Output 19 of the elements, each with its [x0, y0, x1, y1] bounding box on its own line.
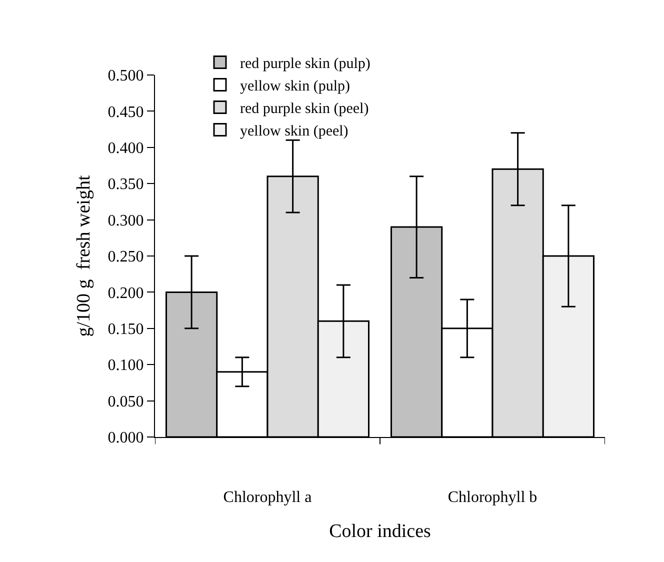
legend-label: yellow skin (pulp) [240, 78, 350, 95]
y-tick-label: 0.350 [108, 176, 144, 194]
x-tick-label: Chlorophyll b [448, 489, 538, 506]
x-tick-label: Chlorophyll a [223, 489, 312, 506]
y-tick-label: 0.000 [108, 430, 144, 447]
y-tick-label: 0.200 [108, 284, 144, 302]
legend-label: red purple skin (pulp) [240, 56, 370, 72]
y-tick-label: 0.250 [108, 248, 144, 266]
legend-label: red purple skin (peel) [240, 101, 369, 118]
y-tick-label: 0.450 [108, 104, 144, 121]
y-tick-label: 0.300 [108, 212, 144, 230]
legend-label: yellow skin (peel) [240, 124, 348, 140]
y-tick-label: 0.400 [108, 140, 144, 157]
y-tick-label: 0.050 [108, 393, 144, 410]
y-axis-title: g/100 g fresh weight [74, 174, 95, 337]
x-axis-title: Color indices [329, 521, 431, 542]
y-tick-label: 0.150 [108, 321, 144, 338]
y-tick-label: 0.500 [108, 68, 144, 85]
y-tick-label: 0.100 [108, 357, 144, 374]
